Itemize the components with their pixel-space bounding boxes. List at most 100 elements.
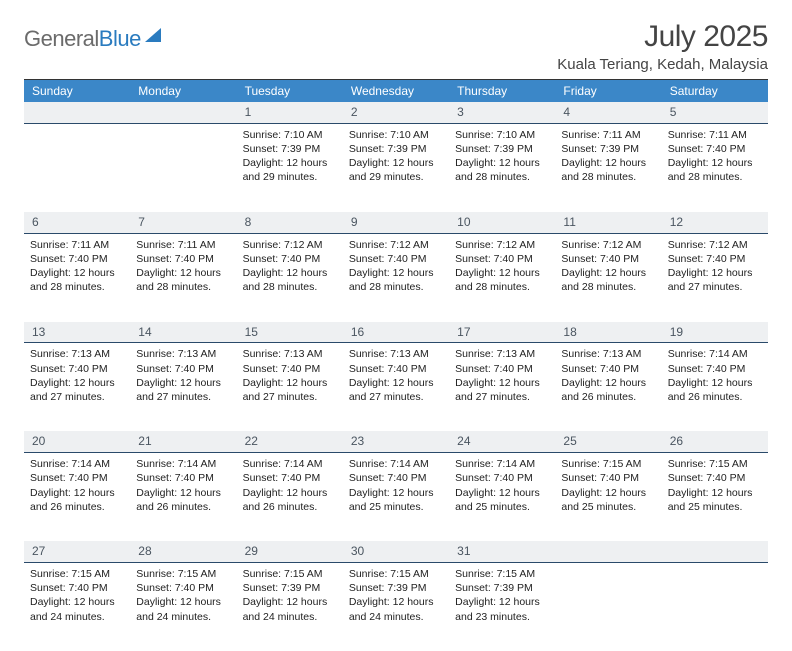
logo-text-blue: Blue (99, 26, 141, 52)
month-title: July 2025 (557, 20, 768, 54)
day-number-cell: 28 (130, 541, 236, 563)
daylight-line: Daylight: 12 hours and 28 minutes. (136, 266, 230, 294)
sunrise-line: Sunrise: 7:12 AM (561, 238, 655, 252)
day-info-cell: Sunrise: 7:14 AMSunset: 7:40 PMDaylight:… (449, 453, 555, 541)
location-subtitle: Kuala Teriang, Kedah, Malaysia (557, 56, 768, 73)
daylight-line: Daylight: 12 hours and 23 minutes. (455, 595, 549, 623)
sunrise-line: Sunrise: 7:11 AM (136, 238, 230, 252)
daylight-line: Daylight: 12 hours and 27 minutes. (455, 376, 549, 404)
sunset-line: Sunset: 7:40 PM (455, 362, 549, 376)
sunset-line: Sunset: 7:40 PM (455, 252, 549, 266)
daylight-line: Daylight: 12 hours and 27 minutes. (243, 376, 337, 404)
daylight-line: Daylight: 12 hours and 25 minutes. (561, 486, 655, 514)
day-info-cell: Sunrise: 7:14 AMSunset: 7:40 PMDaylight:… (130, 453, 236, 541)
sunrise-line: Sunrise: 7:10 AM (455, 128, 549, 142)
weekday-header: Thursday (449, 80, 555, 102)
sunrise-line: Sunrise: 7:13 AM (243, 347, 337, 361)
sunset-line: Sunset: 7:40 PM (349, 362, 443, 376)
calendar-page: General Blue July 2025 Kuala Teriang, Ke… (0, 0, 792, 612)
day-number-cell: 4 (555, 102, 661, 124)
sunrise-line: Sunrise: 7:12 AM (243, 238, 337, 252)
day-info-cell: Sunrise: 7:13 AMSunset: 7:40 PMDaylight:… (24, 343, 130, 431)
daylight-line: Daylight: 12 hours and 28 minutes. (561, 156, 655, 184)
sunrise-line: Sunrise: 7:10 AM (243, 128, 337, 142)
sunrise-line: Sunrise: 7:13 AM (455, 347, 549, 361)
day-info-cell: Sunrise: 7:15 AMSunset: 7:40 PMDaylight:… (24, 563, 130, 651)
weekday-header: Sunday (24, 80, 130, 102)
sunrise-line: Sunrise: 7:15 AM (668, 457, 762, 471)
sunset-line: Sunset: 7:40 PM (243, 471, 337, 485)
day-number-cell: 19 (662, 322, 768, 344)
sunset-line: Sunset: 7:39 PM (349, 142, 443, 156)
day-info-cell: Sunrise: 7:10 AMSunset: 7:39 PMDaylight:… (237, 124, 343, 212)
daylight-line: Daylight: 12 hours and 29 minutes. (243, 156, 337, 184)
day-number-cell: 11 (555, 212, 661, 234)
daylight-line: Daylight: 12 hours and 28 minutes. (455, 156, 549, 184)
daylight-line: Daylight: 12 hours and 26 minutes. (30, 486, 124, 514)
daylight-line: Daylight: 12 hours and 24 minutes. (349, 595, 443, 623)
day-info-cell: Sunrise: 7:11 AMSunset: 7:39 PMDaylight:… (555, 124, 661, 212)
day-number-cell: 20 (24, 431, 130, 453)
day-number-cell: 14 (130, 322, 236, 344)
day-number-cell: 10 (449, 212, 555, 234)
day-info-cell: Sunrise: 7:15 AMSunset: 7:39 PMDaylight:… (343, 563, 449, 651)
calendar-grid: 12345Sunrise: 7:10 AMSunset: 7:39 PMDayl… (24, 102, 768, 651)
sunset-line: Sunset: 7:40 PM (668, 252, 762, 266)
sunset-line: Sunset: 7:40 PM (668, 471, 762, 485)
sunset-line: Sunset: 7:40 PM (30, 252, 124, 266)
sunrise-line: Sunrise: 7:15 AM (349, 567, 443, 581)
day-info-cell: Sunrise: 7:13 AMSunset: 7:40 PMDaylight:… (555, 343, 661, 431)
empty-cell (130, 124, 236, 212)
sunset-line: Sunset: 7:40 PM (668, 142, 762, 156)
weekday-header: Monday (130, 80, 236, 102)
sunrise-line: Sunrise: 7:11 AM (668, 128, 762, 142)
day-number-cell (130, 102, 236, 124)
sunset-line: Sunset: 7:40 PM (455, 471, 549, 485)
day-info-cell: Sunrise: 7:12 AMSunset: 7:40 PMDaylight:… (237, 234, 343, 322)
sunset-line: Sunset: 7:40 PM (561, 471, 655, 485)
day-number-cell: 25 (555, 431, 661, 453)
day-number-cell (555, 541, 661, 563)
day-number-cell: 16 (343, 322, 449, 344)
daylight-line: Daylight: 12 hours and 24 minutes. (30, 595, 124, 623)
daylight-line: Daylight: 12 hours and 27 minutes. (668, 266, 762, 294)
day-number-cell: 3 (449, 102, 555, 124)
day-info-cell: Sunrise: 7:14 AMSunset: 7:40 PMDaylight:… (237, 453, 343, 541)
day-info-cell: Sunrise: 7:14 AMSunset: 7:40 PMDaylight:… (662, 343, 768, 431)
weekday-header: Saturday (662, 80, 768, 102)
day-number-cell: 29 (237, 541, 343, 563)
sunrise-line: Sunrise: 7:11 AM (30, 238, 124, 252)
day-info-cell: Sunrise: 7:15 AMSunset: 7:40 PMDaylight:… (130, 563, 236, 651)
day-number-cell: 18 (555, 322, 661, 344)
sunset-line: Sunset: 7:40 PM (30, 471, 124, 485)
empty-cell (662, 563, 768, 651)
sunrise-line: Sunrise: 7:15 AM (561, 457, 655, 471)
day-info-cell: Sunrise: 7:15 AMSunset: 7:40 PMDaylight:… (555, 453, 661, 541)
daylight-line: Daylight: 12 hours and 26 minutes. (561, 376, 655, 404)
day-info-cell: Sunrise: 7:12 AMSunset: 7:40 PMDaylight:… (662, 234, 768, 322)
day-number-cell: 30 (343, 541, 449, 563)
day-number-cell: 5 (662, 102, 768, 124)
sunset-line: Sunset: 7:39 PM (243, 142, 337, 156)
day-info-cell: Sunrise: 7:12 AMSunset: 7:40 PMDaylight:… (343, 234, 449, 322)
day-info-cell: Sunrise: 7:11 AMSunset: 7:40 PMDaylight:… (130, 234, 236, 322)
sunset-line: Sunset: 7:40 PM (349, 252, 443, 266)
sunset-line: Sunset: 7:40 PM (243, 362, 337, 376)
day-number-cell: 22 (237, 431, 343, 453)
sunset-line: Sunset: 7:39 PM (455, 142, 549, 156)
logo: General Blue (24, 26, 161, 52)
day-info-cell: Sunrise: 7:10 AMSunset: 7:39 PMDaylight:… (343, 124, 449, 212)
day-number-cell: 17 (449, 322, 555, 344)
sunset-line: Sunset: 7:40 PM (136, 581, 230, 595)
weekday-header: Friday (555, 80, 661, 102)
sunrise-line: Sunrise: 7:15 AM (455, 567, 549, 581)
page-header: General Blue July 2025 Kuala Teriang, Ke… (24, 20, 768, 73)
sunset-line: Sunset: 7:40 PM (30, 362, 124, 376)
logo-text-general: General (24, 26, 99, 52)
sunrise-line: Sunrise: 7:15 AM (136, 567, 230, 581)
sunset-line: Sunset: 7:40 PM (561, 362, 655, 376)
sunset-line: Sunset: 7:39 PM (561, 142, 655, 156)
daylight-line: Daylight: 12 hours and 27 minutes. (136, 376, 230, 404)
daylight-line: Daylight: 12 hours and 28 minutes. (561, 266, 655, 294)
day-info-cell: Sunrise: 7:13 AMSunset: 7:40 PMDaylight:… (449, 343, 555, 431)
